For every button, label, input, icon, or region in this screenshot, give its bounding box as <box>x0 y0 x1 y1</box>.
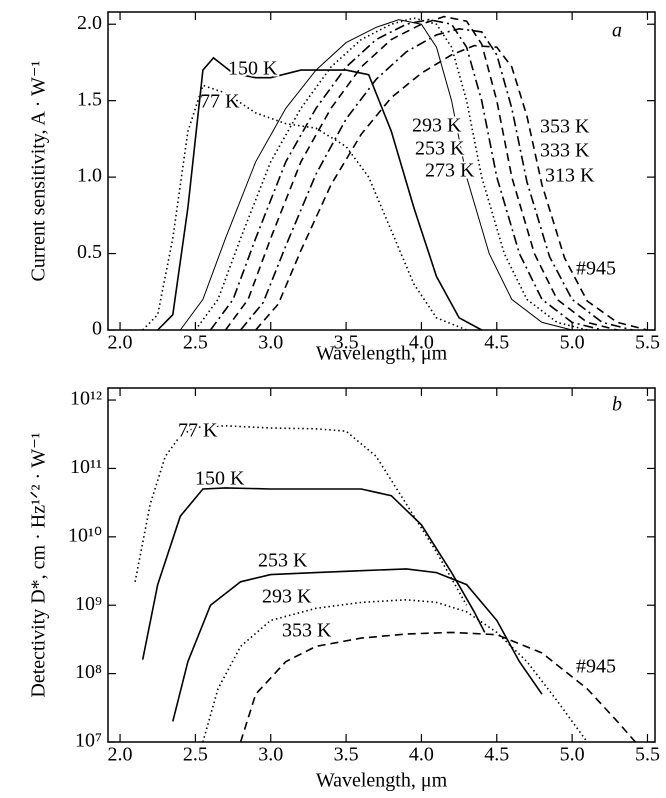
series-line <box>172 568 543 722</box>
y-tick-label: 10⁸ <box>75 661 102 683</box>
y-tick-label: 10¹⁰ <box>68 524 102 546</box>
x-tick-label: 2.0 <box>108 332 133 354</box>
series-label: 293 K <box>412 115 462 137</box>
series-label: 77 K <box>200 91 240 113</box>
y-tick-label: 10⁹ <box>75 593 102 615</box>
plot-frame <box>107 11 656 331</box>
x-tick-label: 3.5 <box>334 332 359 354</box>
series-label: 313 K <box>545 165 595 187</box>
x-tick-label: 2.0 <box>108 744 133 766</box>
y-tick-label: 0 <box>92 318 102 340</box>
series-line <box>179 19 573 331</box>
x-tick-label: 2.5 <box>183 744 208 766</box>
y-tick-label: 10⁷ <box>75 730 102 752</box>
series-line <box>239 27 633 331</box>
series-line <box>255 44 648 331</box>
y-tick-label: 1.5 <box>77 88 102 110</box>
series-label: 77 K <box>178 420 218 442</box>
annotation: #945 <box>576 258 616 280</box>
x-axis-label: Wavelength, μm <box>316 770 448 792</box>
x-tick-label: 4.5 <box>484 744 509 766</box>
y-tick-label: 2.0 <box>77 12 102 34</box>
x-tick-label: 3.0 <box>258 332 283 354</box>
series-label: 353 K <box>282 620 332 642</box>
panel-label: b <box>612 394 622 416</box>
series-label: 333 K <box>540 140 590 162</box>
series-label: 150 K <box>195 468 245 490</box>
x-tick-label: 5.5 <box>635 332 660 354</box>
x-tick-label: 4.0 <box>409 744 434 766</box>
panel-label: a <box>612 20 622 42</box>
x-tick-label: 4.0 <box>409 332 434 354</box>
annotation: #945 <box>576 656 616 678</box>
y-axis-label: Current sensitivity, A · W⁻¹ <box>28 61 50 282</box>
x-tick-label: 5.0 <box>560 744 585 766</box>
series-line <box>224 15 618 331</box>
y-tick-label: 0.5 <box>77 241 102 263</box>
series-line <box>157 56 483 331</box>
series-line <box>209 18 603 331</box>
series-line <box>134 424 468 606</box>
x-tick-label: 3.5 <box>334 744 359 766</box>
y-tick-label: 10¹¹ <box>70 456 102 478</box>
series-label: 353 K <box>540 116 590 138</box>
series-line <box>141 487 486 660</box>
series-label: 253 K <box>415 138 465 160</box>
series-line <box>194 17 588 331</box>
x-tick-label: 3.0 <box>258 744 283 766</box>
series-line <box>142 84 467 331</box>
series-label: 150 K <box>228 58 278 80</box>
x-tick-label: 4.5 <box>484 332 509 354</box>
y-tick-label: 10¹² <box>70 388 102 410</box>
series-line <box>239 631 637 743</box>
y-axis-label: Detectivity D*, cm · Hz¹ᐟ² · W⁻¹ <box>28 432 50 697</box>
x-tick-label: 2.5 <box>183 332 208 354</box>
x-tick-label: 5.5 <box>635 744 660 766</box>
series-line <box>202 598 588 743</box>
series-label: 253 K <box>258 550 308 572</box>
series-label: 273 K <box>425 160 475 182</box>
y-tick-label: 1.0 <box>77 165 102 187</box>
x-axis-label: Wavelength, μm <box>316 343 448 365</box>
x-tick-label: 5.0 <box>560 332 585 354</box>
plot-frame <box>107 387 656 743</box>
series-label: 293 K <box>262 586 312 608</box>
